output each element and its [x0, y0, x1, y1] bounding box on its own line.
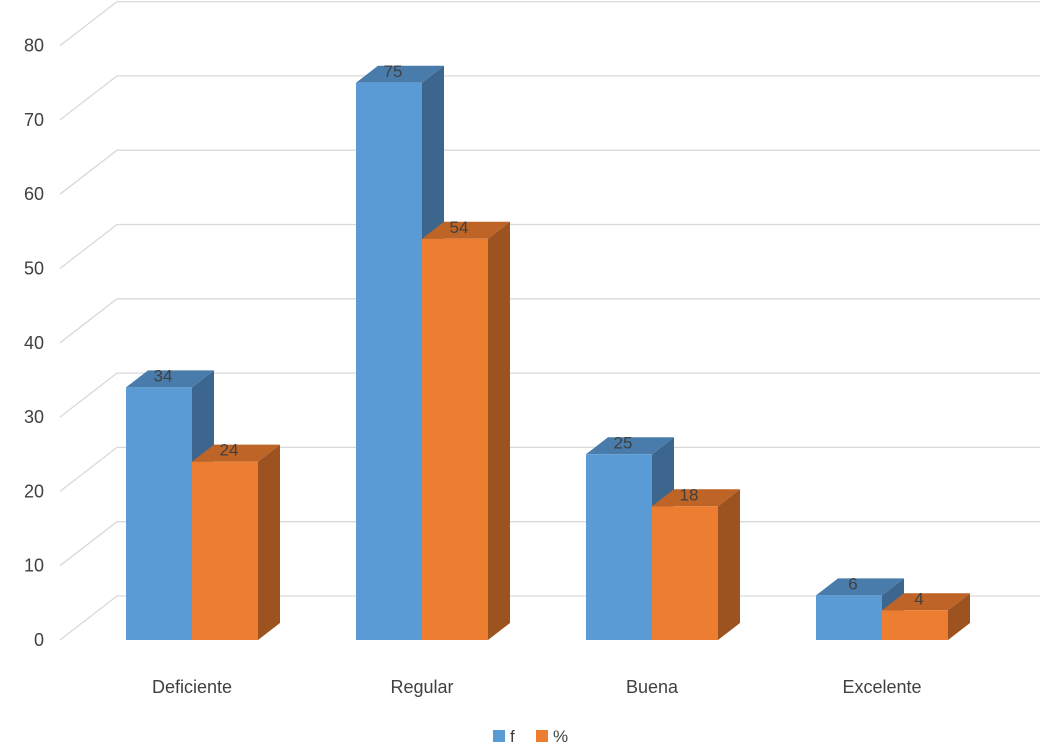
- legend-swatch: [536, 730, 548, 742]
- y-tick-label: 40: [24, 333, 44, 353]
- bar-front: [816, 595, 882, 640]
- y-tick-label: 10: [24, 556, 44, 576]
- category-label: Regular: [390, 677, 453, 697]
- data-label: 54: [450, 218, 469, 237]
- bar: [652, 489, 740, 640]
- data-labels: 34 24 75 54 25 18 6 4: [154, 62, 924, 609]
- bar-front: [422, 238, 488, 640]
- y-tick-label: 0: [34, 630, 44, 650]
- bar-side: [718, 489, 740, 640]
- legend-label: %: [553, 727, 568, 746]
- data-label: 34: [154, 366, 173, 385]
- bar-top: [356, 65, 444, 83]
- bar-front: [586, 454, 652, 640]
- data-label: 6: [848, 574, 857, 593]
- y-tick-label: 80: [24, 36, 44, 56]
- category-label: Deficiente: [152, 677, 232, 697]
- data-label: 25: [614, 433, 633, 452]
- gridline: [59, 0, 1040, 47]
- legend-item: %: [536, 727, 568, 746]
- y-tick-label: 70: [24, 110, 44, 130]
- y-tick-label: 30: [24, 407, 44, 427]
- bar-top: [422, 221, 510, 239]
- bar-top: [192, 444, 280, 462]
- y-axis-tick-labels: 0 10 20 30 40 50 60 70 80: [24, 36, 44, 650]
- y-tick-label: 50: [24, 259, 44, 279]
- category-label: Buena: [626, 677, 679, 697]
- gridline: [59, 298, 1040, 344]
- gridline: [59, 223, 1040, 270]
- bar-top: [652, 489, 740, 507]
- bar: [882, 593, 970, 640]
- bar-front: [882, 610, 948, 640]
- bars: [126, 65, 970, 640]
- gridline: [59, 75, 1040, 121]
- data-label: 24: [220, 441, 239, 460]
- y-tick-label: 20: [24, 481, 44, 501]
- bar-top: [882, 593, 970, 611]
- legend-swatch: [493, 730, 505, 742]
- bar: [192, 444, 280, 640]
- bar-front: [126, 387, 192, 640]
- gridline: [59, 372, 1040, 418]
- legend-label: f: [510, 727, 515, 746]
- gridline: [59, 446, 1040, 492]
- category-label: Excelente: [842, 677, 921, 697]
- bar-side: [258, 444, 280, 640]
- x-axis-category-labels: Deficiente Regular Buena Excelente: [152, 677, 922, 697]
- legend-item: f: [493, 727, 515, 746]
- bar-front: [192, 461, 258, 640]
- gridline: [59, 149, 1040, 195]
- bar-top: [816, 578, 904, 596]
- legend: f%: [493, 727, 568, 746]
- data-label: 4: [914, 589, 923, 608]
- data-label: 75: [384, 62, 403, 81]
- bar-front: [652, 506, 718, 640]
- bar-top: [586, 437, 674, 455]
- bar-top: [126, 370, 214, 388]
- bar-front: [356, 82, 422, 640]
- gridlines: [59, 0, 1040, 641]
- bar: [816, 578, 904, 640]
- bar-side: [948, 593, 970, 640]
- bar: [422, 221, 510, 640]
- data-label: 18: [680, 485, 699, 504]
- y-tick-label: 60: [24, 184, 44, 204]
- bar-side: [488, 221, 510, 640]
